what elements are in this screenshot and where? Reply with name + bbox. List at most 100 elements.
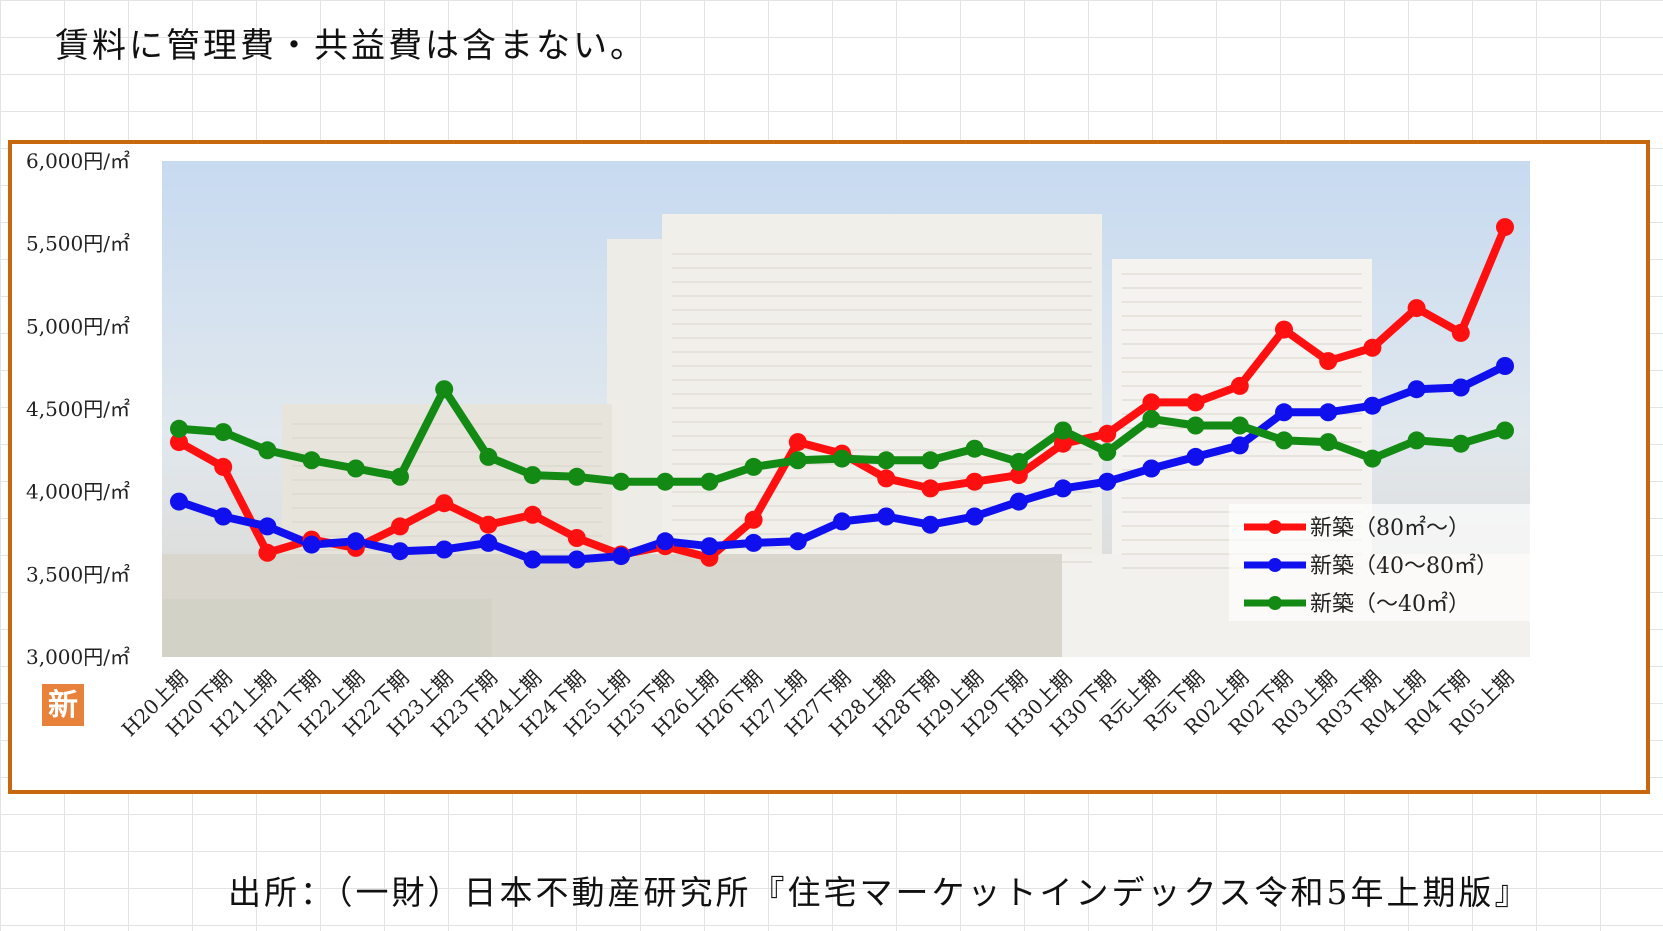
data-point <box>1009 492 1028 511</box>
y-tick-label: 3,500円/㎡ <box>26 562 130 586</box>
data-point <box>523 505 542 524</box>
data-point <box>877 469 896 488</box>
data-point <box>1054 434 1072 453</box>
data-point <box>612 472 630 491</box>
data-point <box>214 507 233 526</box>
data-point <box>391 517 409 536</box>
data-point <box>1186 416 1205 435</box>
data-point <box>788 532 807 551</box>
data-point <box>1363 396 1382 415</box>
data-point <box>1407 380 1426 399</box>
data-point <box>1054 421 1072 440</box>
data-point <box>833 512 851 531</box>
data-point <box>1186 447 1205 466</box>
data-point <box>435 540 454 559</box>
chart-legend: 新築（80㎡～） 新築（40～80㎡） 新築（～40㎡） <box>1229 504 1531 621</box>
data-point <box>523 466 542 485</box>
data-point <box>567 550 586 569</box>
data-point <box>1098 472 1117 491</box>
data-point <box>965 439 984 458</box>
y-tick-label: 6,000円/㎡ <box>26 149 130 173</box>
data-point <box>1451 323 1470 342</box>
legend-label: 新築（40～80㎡） <box>1310 553 1498 579</box>
data-point <box>479 447 498 466</box>
rent-line-chart: 3,000円/㎡ 3,500円/㎡ 4,000円/㎡ 4,500円/㎡ 5,000円/㎡… <box>26 149 1531 741</box>
data-point <box>1363 449 1382 468</box>
data-point <box>170 419 188 438</box>
data-point <box>656 472 675 491</box>
data-point <box>921 515 940 534</box>
data-point <box>1142 459 1161 478</box>
legend-label: 新築（80㎡～） <box>1310 515 1470 541</box>
data-point <box>567 467 586 486</box>
data-point <box>700 537 719 556</box>
data-point <box>1275 320 1293 339</box>
y-tick-label: 4,500円/㎡ <box>26 397 130 421</box>
data-point <box>1009 452 1028 471</box>
data-point <box>1451 434 1470 453</box>
data-point <box>1319 352 1338 371</box>
data-point <box>744 510 763 529</box>
data-point <box>479 515 498 534</box>
data-point <box>1407 431 1426 450</box>
new-badge: 新 <box>42 684 84 726</box>
data-point <box>788 433 807 452</box>
data-point <box>258 543 277 562</box>
y-tick-label: 4,000円/㎡ <box>26 480 130 504</box>
data-point <box>877 451 896 470</box>
data-point <box>391 467 409 486</box>
data-point <box>391 542 409 561</box>
legend-label: 新築（～40㎡） <box>1310 591 1470 617</box>
data-point <box>567 529 586 547</box>
data-point <box>346 459 365 478</box>
data-point <box>1496 357 1514 375</box>
data-point <box>1186 393 1205 412</box>
data-point <box>302 451 321 470</box>
data-point <box>1275 431 1293 450</box>
data-point <box>921 451 940 470</box>
data-point <box>258 517 277 536</box>
data-point <box>170 492 188 511</box>
source-citation: 出所：（一財）日本不動産研究所『住宅マーケットインデックス令和5年上期版』 <box>228 873 1531 912</box>
data-point <box>214 423 233 442</box>
data-point <box>656 532 675 551</box>
data-point <box>170 433 188 452</box>
data-point <box>1230 376 1249 395</box>
legend-swatch-marker <box>1268 520 1282 534</box>
data-point <box>965 507 984 526</box>
data-point <box>302 535 321 554</box>
data-point <box>1098 424 1117 443</box>
chart-frame: 3,000円/㎡ 3,500円/㎡ 4,000円/㎡ 4,500円/㎡ 5,000円/㎡… <box>8 140 1650 794</box>
data-point <box>612 547 630 566</box>
data-point <box>877 507 896 526</box>
data-point <box>1496 218 1514 237</box>
data-point <box>346 532 365 551</box>
data-point <box>744 457 763 476</box>
data-point <box>1451 378 1470 397</box>
data-point <box>1496 421 1514 440</box>
legend-swatch-marker <box>1268 558 1282 572</box>
data-point <box>1407 299 1426 318</box>
data-point <box>435 380 454 399</box>
data-point <box>523 550 542 569</box>
data-point <box>1054 479 1072 498</box>
data-point <box>1142 393 1161 412</box>
data-point <box>1230 436 1249 455</box>
data-point <box>258 441 277 460</box>
legend-swatch-marker <box>1268 596 1282 610</box>
y-tick-label: 3,000円/㎡ <box>26 645 130 669</box>
data-point <box>1363 338 1382 357</box>
y-tick-label: 5,000円/㎡ <box>26 314 130 338</box>
data-point <box>788 451 807 470</box>
data-point <box>1098 443 1117 461</box>
data-point <box>921 479 940 498</box>
data-point <box>833 449 851 468</box>
data-point <box>214 457 233 476</box>
data-point <box>1275 403 1293 422</box>
data-point <box>1319 403 1338 422</box>
data-point <box>965 472 984 491</box>
data-point <box>479 533 498 552</box>
data-point <box>1230 416 1249 435</box>
y-tick-label: 5,500円/㎡ <box>26 232 130 256</box>
data-point <box>744 533 763 552</box>
